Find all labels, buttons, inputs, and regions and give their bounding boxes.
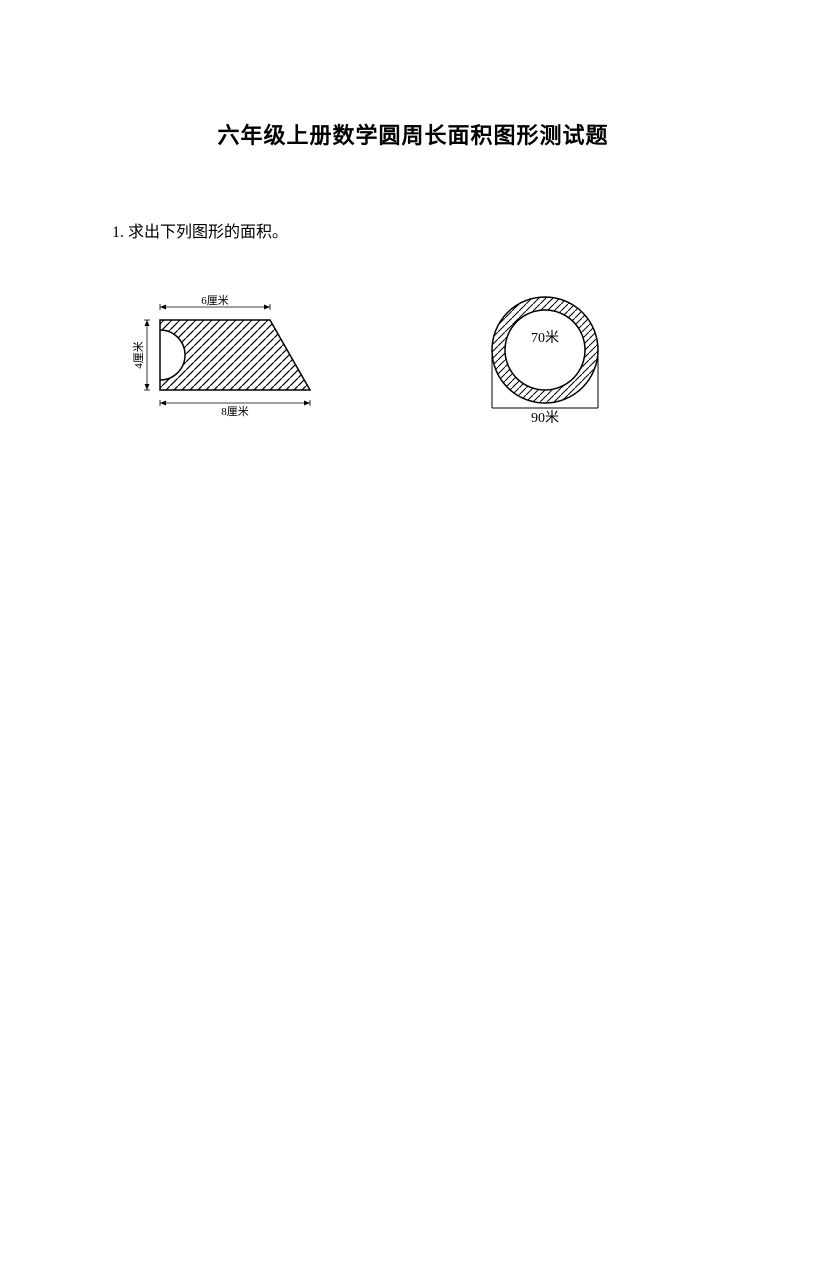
fig1-bottom-label: 8厘米 <box>221 405 249 418</box>
figures-container: 6厘米 8厘米 4厘米 <box>0 290 826 435</box>
page-title: 六年级上册数学圆周长面积图形测试题 <box>0 118 826 150</box>
figure-annulus: 70米 90米 <box>470 290 630 435</box>
fig1-top-label: 6厘米 <box>201 294 229 307</box>
fig2-inner-label: 70米 <box>531 330 559 346</box>
fig1-left-label: 4厘米 <box>132 341 145 369</box>
figure-trapezoid: 6厘米 8厘米 4厘米 <box>130 290 330 435</box>
question-text: 求出下列图形的面积。 <box>128 224 288 241</box>
question-number: 1. <box>112 224 124 241</box>
question-1: 1. 求出下列图形的面积。 <box>112 218 826 242</box>
fig2-bottom-label: 90米 <box>531 410 559 426</box>
